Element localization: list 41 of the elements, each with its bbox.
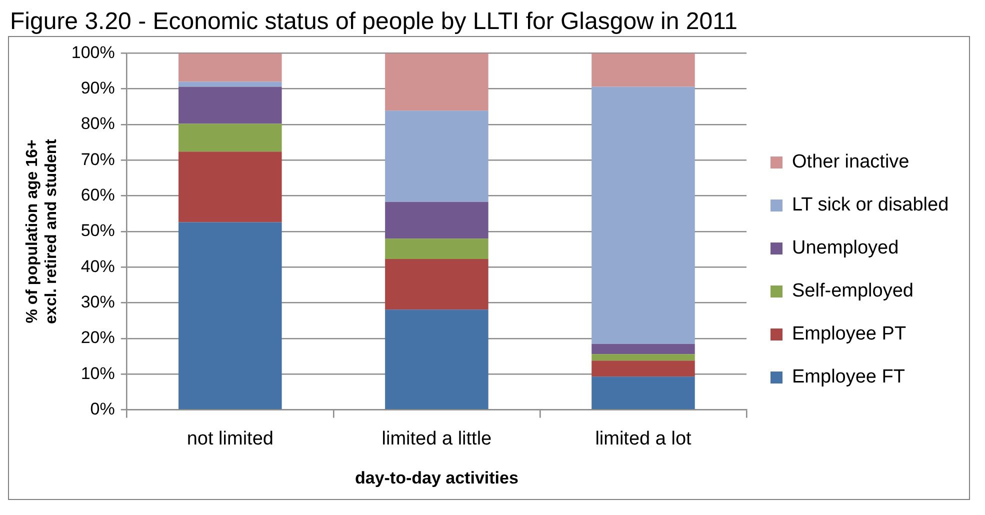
bar bbox=[592, 86, 695, 344]
bar bbox=[178, 53, 282, 82]
y-tick-label: 50% bbox=[80, 221, 115, 240]
bar bbox=[385, 202, 488, 239]
legend-label: Unemployed bbox=[792, 238, 899, 259]
y-tick-label: 80% bbox=[80, 114, 115, 134]
bar bbox=[592, 344, 695, 354]
bar bbox=[178, 152, 282, 222]
legend-label: Employee FT bbox=[792, 366, 906, 388]
x-axis-title: day-to-day activities bbox=[354, 468, 518, 488]
y-tick-label: 40% bbox=[80, 256, 115, 276]
bar bbox=[592, 360, 695, 377]
x-tick-label: not limited bbox=[186, 428, 274, 450]
legend-label: Other inactive bbox=[792, 152, 910, 173]
bar bbox=[385, 53, 488, 111]
bar bbox=[592, 376, 695, 410]
x-tick-label: limited a lot bbox=[595, 428, 692, 450]
y-tick-label: 60% bbox=[80, 186, 115, 205]
bar bbox=[592, 354, 695, 361]
bar bbox=[178, 86, 282, 124]
y-tick-label: 0% bbox=[90, 399, 115, 418]
y-tick-label: 10% bbox=[80, 364, 115, 383]
bar bbox=[178, 222, 282, 410]
bar bbox=[592, 53, 695, 87]
x-tick-label: limited a little bbox=[382, 428, 492, 450]
bar bbox=[385, 238, 488, 259]
chart-title: Figure 3.20 - Economic status of people by LLTI for Glasgow in 2011 bbox=[9, 8, 738, 36]
legend-label: LT sick or disabled bbox=[792, 194, 949, 216]
y-tick-label: 100% bbox=[71, 42, 115, 62]
y-tick-label: 30% bbox=[80, 292, 115, 312]
bar bbox=[178, 124, 282, 152]
bar bbox=[385, 310, 488, 410]
y-tick-label: 70% bbox=[80, 150, 115, 169]
bar bbox=[385, 258, 488, 310]
y-axis-title: % of population age 16+ excl. retired and student bbox=[24, 138, 60, 324]
bar bbox=[178, 82, 282, 87]
bar bbox=[385, 110, 488, 202]
legend-label: Employee PT bbox=[792, 324, 906, 345]
y-tick-label: 90% bbox=[80, 78, 115, 98]
y-tick-label: 20% bbox=[80, 328, 115, 348]
legend-label: Self-employed bbox=[792, 280, 914, 302]
